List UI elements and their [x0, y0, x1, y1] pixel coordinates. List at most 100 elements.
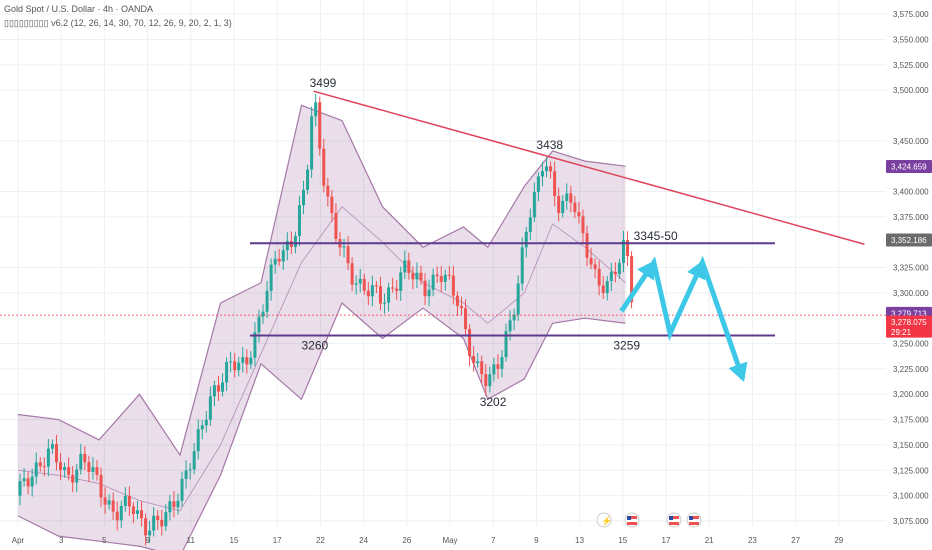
candle-body	[492, 364, 496, 375]
candle-body	[419, 272, 423, 281]
lightning-event-icon[interactable]	[596, 512, 612, 528]
candle-body	[200, 425, 204, 430]
candle-body	[536, 176, 540, 193]
candle-body	[253, 332, 257, 358]
candle-body	[374, 285, 378, 287]
candle-body	[38, 462, 42, 467]
price-axis: 3,575.000 3,550.000 3,525.000 3,500.000 3,45…	[893, 10, 929, 526]
candle-body	[233, 361, 237, 371]
candle-body	[269, 264, 273, 291]
x-tick-label: 21	[705, 536, 714, 545]
candles	[18, 93, 634, 546]
candle-body	[621, 240, 625, 263]
band-upper-line	[17, 104, 626, 457]
price-tag-bg	[886, 233, 932, 247]
candle-body	[504, 331, 508, 358]
x-tick-label: 9	[145, 536, 150, 545]
candle-body	[532, 192, 536, 218]
candle-body	[216, 385, 220, 392]
candle-body	[306, 169, 310, 190]
candle-body	[135, 510, 139, 514]
symbol-title: Gold Spot / U.S. Dollar · 4h · OANDA	[4, 4, 154, 14]
candle-body	[148, 530, 152, 536]
candle-body	[277, 258, 281, 262]
band-lower-line	[17, 302, 626, 550]
candle-body	[447, 274, 451, 276]
annotation-3259: 3259	[613, 338, 640, 352]
candle-body	[184, 470, 188, 479]
candle-body	[107, 500, 111, 505]
candle-body	[79, 453, 83, 470]
annotation-3438: 3438	[536, 138, 563, 152]
candle-body	[427, 289, 431, 297]
candle-body	[387, 287, 391, 303]
resistance-trendline[interactable]	[313, 90, 865, 245]
candle-body	[212, 385, 216, 397]
candle-body	[540, 171, 544, 177]
flag-stripe	[627, 522, 637, 525]
candle-body	[330, 196, 334, 214]
y-tick-label: 3,300.000	[893, 289, 929, 298]
y-tick-label: 3,125.000	[893, 466, 929, 475]
candle-body	[516, 283, 520, 315]
x-tick-label: 5	[102, 536, 107, 545]
candle-body	[370, 285, 374, 297]
candle-body	[249, 357, 253, 365]
candle-body	[281, 250, 285, 262]
candle-body	[472, 356, 476, 364]
candle-body	[188, 469, 192, 471]
candle-body	[383, 302, 387, 304]
candle-body	[245, 357, 249, 365]
flag-canton	[627, 516, 631, 520]
y-tick-label: 3,225.000	[893, 365, 929, 374]
candle-body	[366, 290, 370, 297]
candle-body	[322, 148, 326, 186]
arrowhead-up	[637, 259, 656, 281]
candle-body	[476, 361, 480, 364]
projection-path	[619, 255, 748, 382]
candle-body	[358, 278, 362, 284]
candle-body	[111, 500, 115, 512]
candle-body	[152, 515, 156, 531]
candle-body	[480, 361, 484, 375]
candle-body	[464, 308, 468, 330]
candle-body	[91, 467, 95, 472]
candle-body	[565, 193, 569, 201]
y-tick-label: 3,250.000	[893, 340, 929, 349]
price-tag-label: 3,352.186	[891, 236, 927, 245]
candle-body	[59, 462, 63, 471]
candle-body	[237, 362, 241, 371]
candle-body	[87, 462, 91, 472]
band-fill	[18, 105, 626, 550]
annotation-3499: 3499	[310, 76, 337, 90]
price-tag-bg	[886, 160, 932, 174]
candle-body	[46, 448, 50, 467]
candle-body	[524, 231, 528, 248]
flag-stripe	[689, 516, 699, 519]
flag-stripe	[689, 522, 699, 525]
candle-body	[553, 171, 557, 197]
candle-body	[488, 374, 492, 387]
event-icons: ⚡	[596, 512, 702, 528]
annotation-3260: 3260	[302, 338, 329, 352]
candle-body	[593, 264, 597, 269]
candle-body	[273, 258, 277, 265]
candle-body	[196, 429, 200, 452]
y-tick-label: 3,200.000	[893, 390, 929, 399]
candle-body	[314, 102, 318, 117]
candle-body	[395, 288, 399, 291]
candle-body	[601, 285, 605, 294]
candle-body	[415, 272, 419, 280]
candle-body	[512, 314, 516, 321]
candle-body	[569, 193, 573, 203]
candle-body	[257, 316, 261, 333]
flag-stripe	[627, 516, 637, 519]
candle-body	[528, 217, 532, 232]
candle-body	[115, 511, 119, 521]
x-tick-label: 24	[359, 536, 368, 545]
candle-body	[334, 213, 338, 239]
price-tags: 3,424.659 3,352.186 3,279.7133,278.07529:2…	[886, 160, 932, 338]
candle-body	[144, 518, 148, 536]
